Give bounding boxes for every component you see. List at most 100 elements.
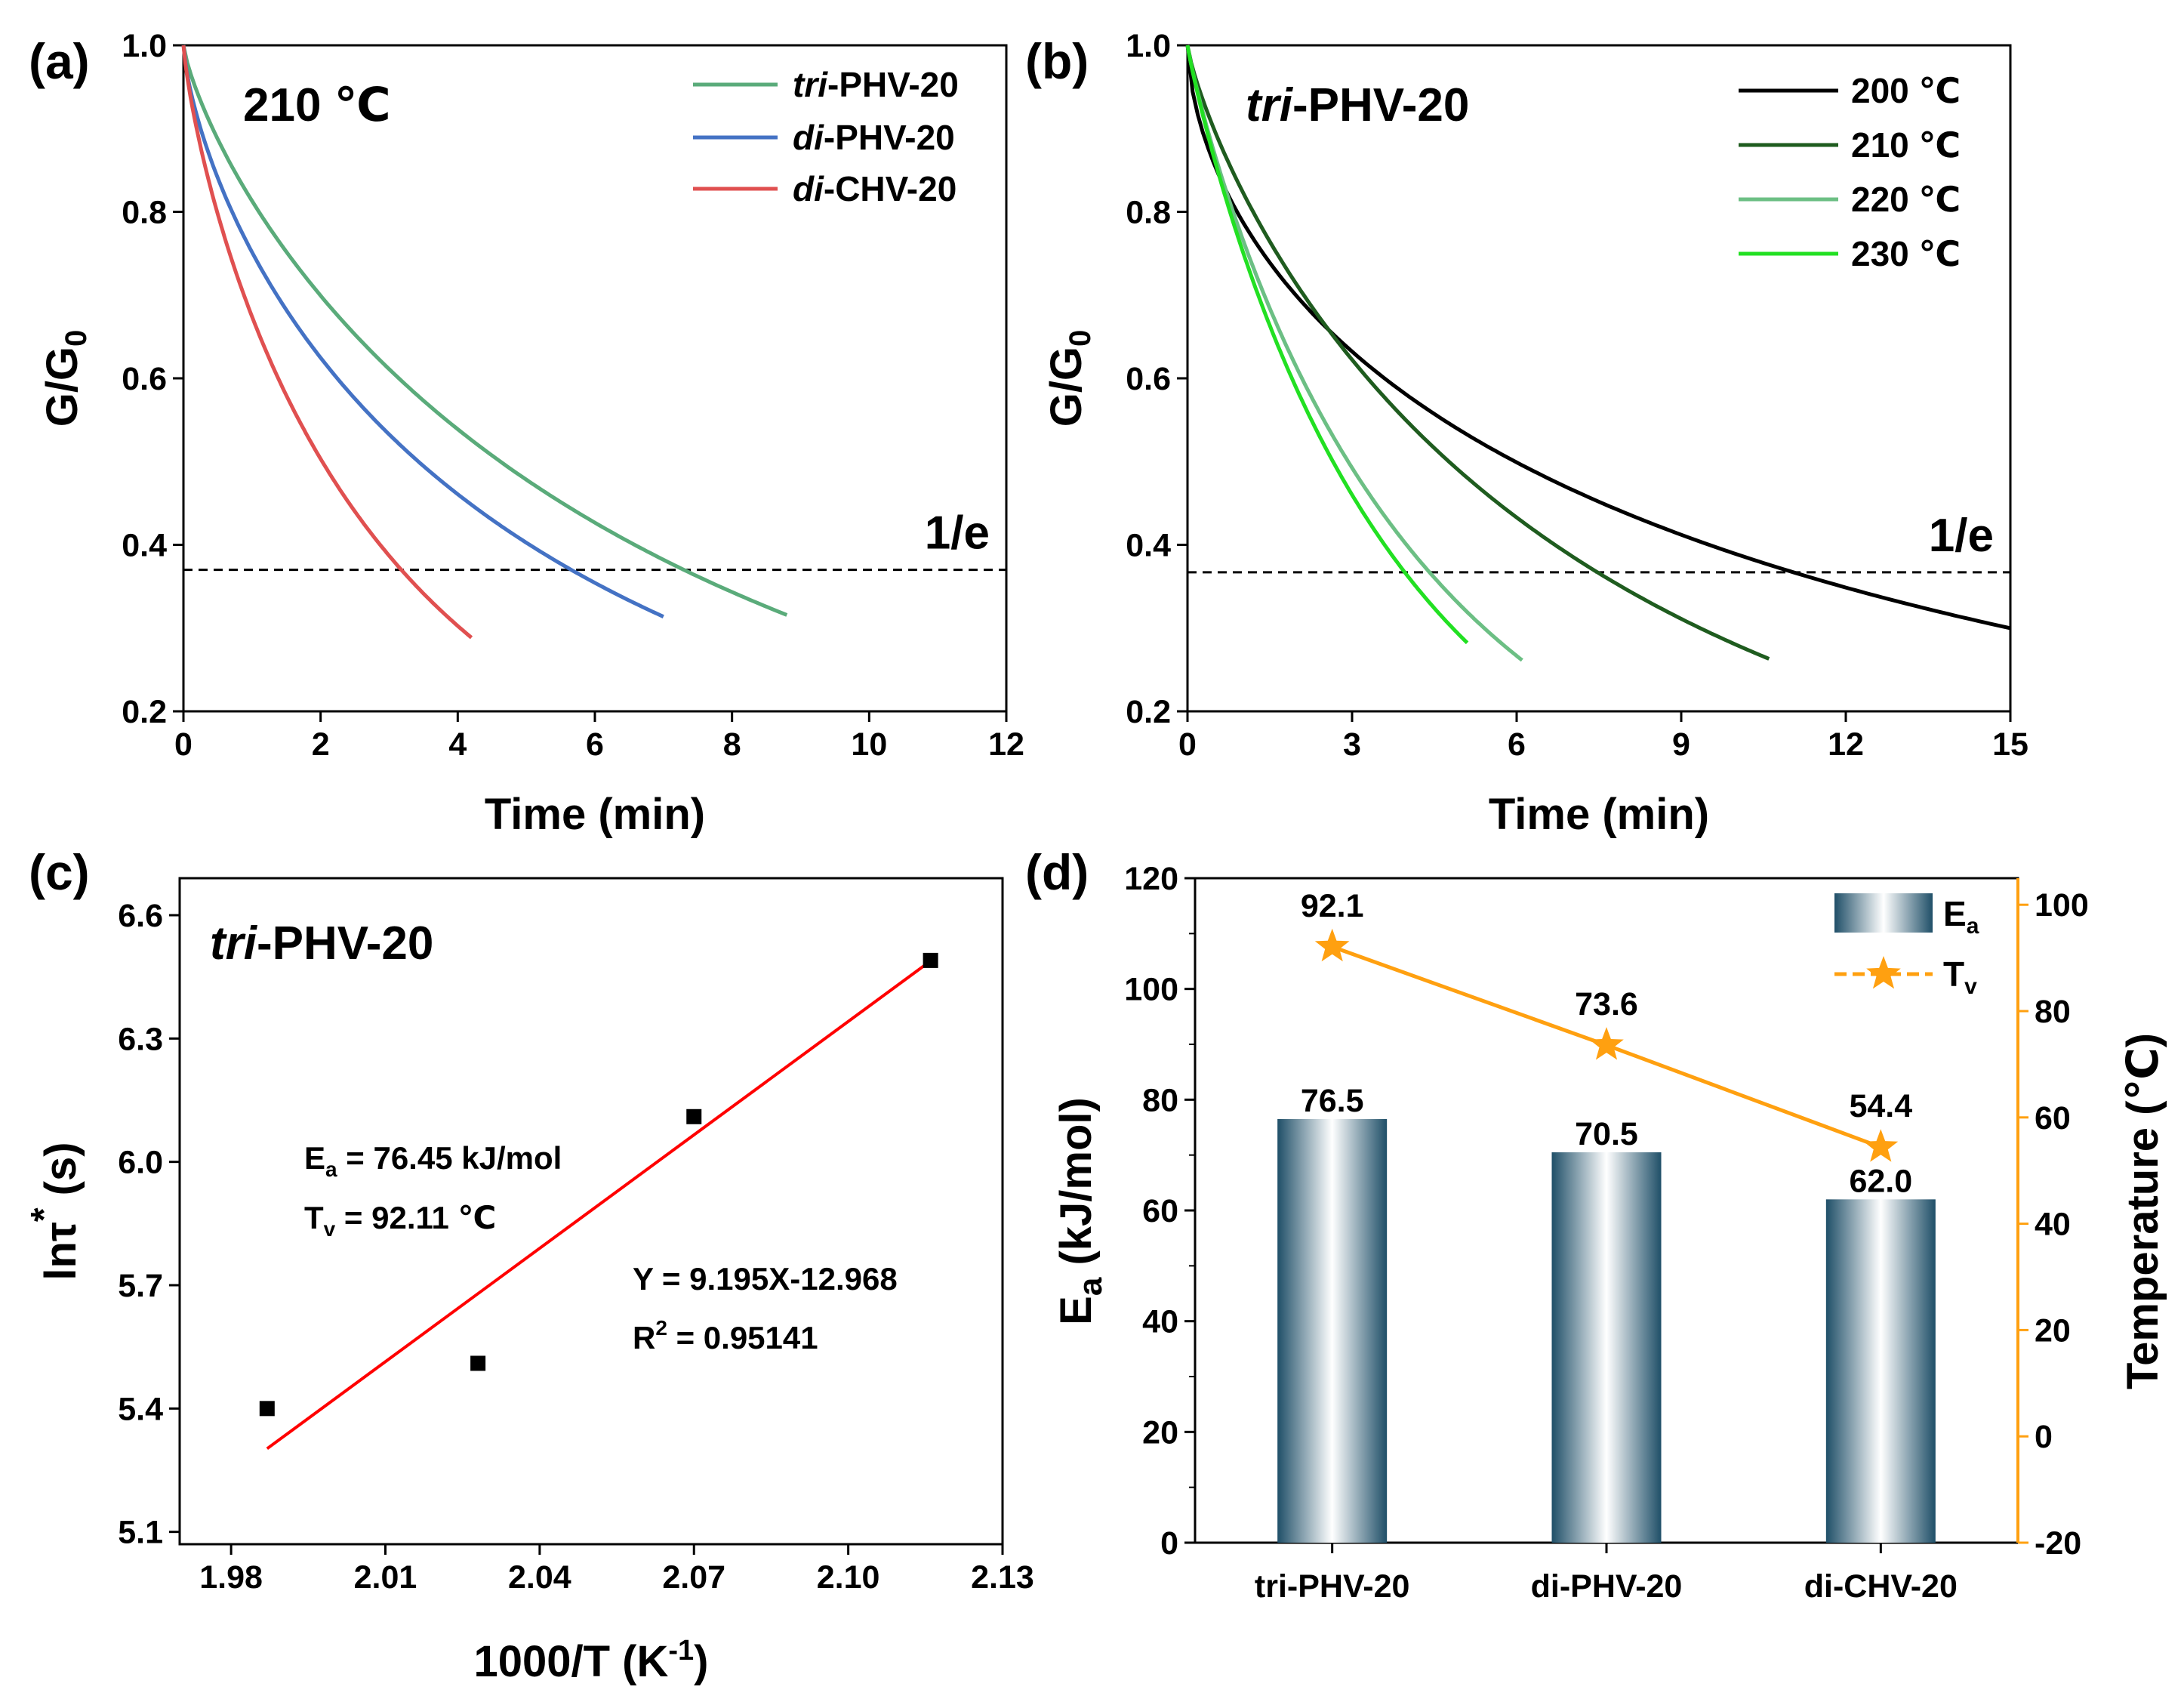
legend-label-200: 200 ℃ [1851, 71, 1961, 110]
panel-b-axes: 0 3 6 9 12 15 0.2 0.4 0.6 0.8 1.0 [1126, 28, 2028, 763]
panel-a-label: (a) [29, 33, 90, 89]
panel-c-x-axis-label: 1000/T (K-1) [473, 1635, 708, 1686]
pa-y-tick-label: 0.8 [122, 195, 167, 231]
pd-right-tick-label: 80 [2035, 994, 2071, 1030]
pd-left-tick-label: 60 [1142, 1193, 1178, 1229]
panel-d-axes: 0 20 40 60 80 100 120 -20 0 20 40 60 80 100 tri-PHV-20… [1124, 861, 2089, 1605]
panel-b-reference: 1/e [1187, 510, 2010, 574]
pa-y-tick-label: 0.2 [122, 694, 167, 730]
panel-c-axes: 1.98 2.01 2.04 2.07 2.10 2.13 5.1 5.4 5.7 6.0 6.3 6… [118, 898, 1034, 1596]
pa-x-tick-label: 12 [988, 726, 1024, 763]
pb-y-tick-label: 0.4 [1126, 528, 1171, 564]
pd-bar-label: 76.5 [1301, 1083, 1364, 1119]
panel-c: (c) tri-PHV-20 1.98 2.01 2.04 2.07 2.10 2.13 5… [24, 844, 1034, 1686]
pd-right-tick-label: 100 [2035, 887, 2089, 924]
pc-x-tick-label: 2.10 [817, 1559, 880, 1596]
legend-label-di-phv: di-PHV-20 [793, 118, 955, 157]
pd-left-tick-label: 40 [1142, 1304, 1178, 1340]
pd-tv-label: 73.6 [1575, 986, 1638, 1022]
pb-series-line-3 [1185, 45, 1469, 645]
panel-c-series [259, 952, 938, 1451]
panel-d: (d) 0 20 40 60 80 100 120 -20 0 20 40 60 80 100 tri-PH… [1025, 844, 2167, 1605]
pd-left-tick-label: 80 [1142, 1082, 1178, 1118]
pb-series-line-2 [1185, 45, 1523, 662]
panel-b-series [1185, 45, 2011, 662]
pc-y-tick-label: 6.6 [118, 898, 163, 934]
pd-bar [1277, 1119, 1388, 1543]
legend-swatch-tv-star [1866, 956, 1901, 989]
legend-label-ea: Ea [1943, 894, 1979, 939]
panel-c-plot-frame [178, 877, 1004, 1546]
pa-y-tick-label: 0.6 [122, 361, 167, 397]
pa-x-tick-label: 0 [174, 726, 193, 763]
pc-y-tick-label: 5.1 [118, 1515, 163, 1551]
pd-x-tick-label: di-PHV-20 [1531, 1568, 1683, 1605]
pc-data-point [470, 1355, 486, 1371]
legend-label-210: 210 ℃ [1851, 125, 1961, 165]
pd-tv-label: 92.1 [1301, 888, 1364, 924]
pd-tv-star [1589, 1027, 1624, 1060]
pa-x-tick-label: 2 [312, 726, 330, 763]
panel-c-fit-eq: Y = 9.195X-12.968 [633, 1261, 898, 1297]
pb-x-tick-label: 6 [1508, 726, 1526, 763]
panel-a: (a) 210 ℃ 0 2 4 6 8 10 12 0.2 0.4 0.6 0.8 1.0 1/e t… [29, 28, 1024, 839]
legend-label-tri-phv: tri-PHV-20 [793, 65, 959, 104]
legend-label-230: 230 ℃ [1851, 234, 1961, 273]
panel-d-label: (d) [1025, 844, 1089, 900]
pc-data-point [686, 1109, 702, 1124]
pc-data-point [259, 1401, 275, 1417]
panel-b-1e-label: 1/e [1929, 510, 1994, 562]
pc-fit-line [266, 960, 932, 1451]
pd-right-tick-label: 40 [2035, 1207, 2071, 1243]
panel-d-left-y-axis-label: Ea (kJ/mol) [1052, 1097, 1109, 1325]
pc-x-tick-label: 1.98 [199, 1559, 263, 1596]
panel-a-legend: tri-PHV-20 di-PHV-20 di-CHV-20 [693, 65, 959, 208]
pb-y-tick-label: 0.2 [1126, 694, 1171, 730]
legend-label-di-chv: di-CHV-20 [793, 169, 956, 208]
panel-c-r2-eq: R2 = 0.95141 [633, 1316, 818, 1355]
pb-series-line-1 [1185, 45, 1770, 661]
pc-x-tick-label: 2.01 [354, 1559, 417, 1596]
pc-x-tick-label: 2.13 [971, 1559, 1034, 1596]
panel-a-reference: 1/e [183, 507, 1006, 572]
pd-right-tick-label: 60 [2035, 1100, 2071, 1136]
pd-left-tick-label: 100 [1124, 972, 1178, 1008]
pa-x-tick-label: 6 [586, 726, 604, 763]
pb-y-tick-label: 1.0 [1126, 28, 1171, 64]
pd-bar [1551, 1152, 1662, 1543]
panel-a-annotation: 210 ℃ [243, 79, 391, 131]
panel-d-legend: Ea Tv [1834, 893, 1979, 999]
panel-b-y-axis-label: G/G0 [1042, 330, 1097, 427]
pa-x-tick-label: 8 [723, 726, 741, 763]
panel-d-right-y-axis-label: Temperature (℃) [2118, 1033, 2167, 1389]
pd-right-tick-label: 0 [2035, 1419, 2053, 1455]
pd-bar-label: 62.0 [1849, 1163, 1912, 1199]
pc-y-tick-label: 5.7 [118, 1268, 163, 1304]
pb-x-tick-label: 12 [1828, 726, 1864, 763]
pd-left-tick-label: 120 [1124, 861, 1178, 897]
panel-a-1e-label: 1/e [925, 507, 990, 560]
legend-label-220: 220 ℃ [1851, 180, 1961, 219]
pd-x-tick-label: tri-PHV-20 [1255, 1568, 1410, 1605]
panel-a-x-axis-label: Time (min) [485, 790, 705, 839]
panel-b-label: (b) [1025, 33, 1089, 89]
pb-y-tick-label: 0.6 [1126, 361, 1171, 397]
panel-d-series: 76.5 70.5 62.0 92.1 73.6 54.4 [1277, 888, 1936, 1543]
legend-swatch-ea [1834, 893, 1933, 933]
pd-right-tick-label: 20 [2035, 1312, 2071, 1349]
panel-b: (b) tri-PHV-20 0 3 6 9 12 15 0.2 0.4 0.6 0.8 1.0 1… [1025, 28, 2028, 839]
pd-right-tick-label: -20 [2035, 1525, 2081, 1562]
pc-y-tick-label: 5.4 [118, 1391, 163, 1427]
pc-y-tick-label: 6.0 [118, 1145, 163, 1181]
panel-c-ea-eq: Ea = 76.45 kJ/mol [304, 1140, 562, 1181]
panel-c-annotation: tri-PHV-20 [210, 917, 433, 970]
pd-tv-label: 54.4 [1849, 1088, 1912, 1124]
panel-a-y-axis-label: G/G0 [38, 330, 93, 427]
pd-x-tick-label: di-CHV-20 [1804, 1568, 1958, 1605]
pd-left-tick-label: 0 [1160, 1525, 1178, 1562]
panel-c-y-axis-label: lnτ* (s) [24, 1142, 85, 1280]
pd-left-tick-label: 20 [1142, 1414, 1178, 1451]
pd-bar [1825, 1199, 1936, 1543]
panel-a-series [181, 45, 788, 640]
